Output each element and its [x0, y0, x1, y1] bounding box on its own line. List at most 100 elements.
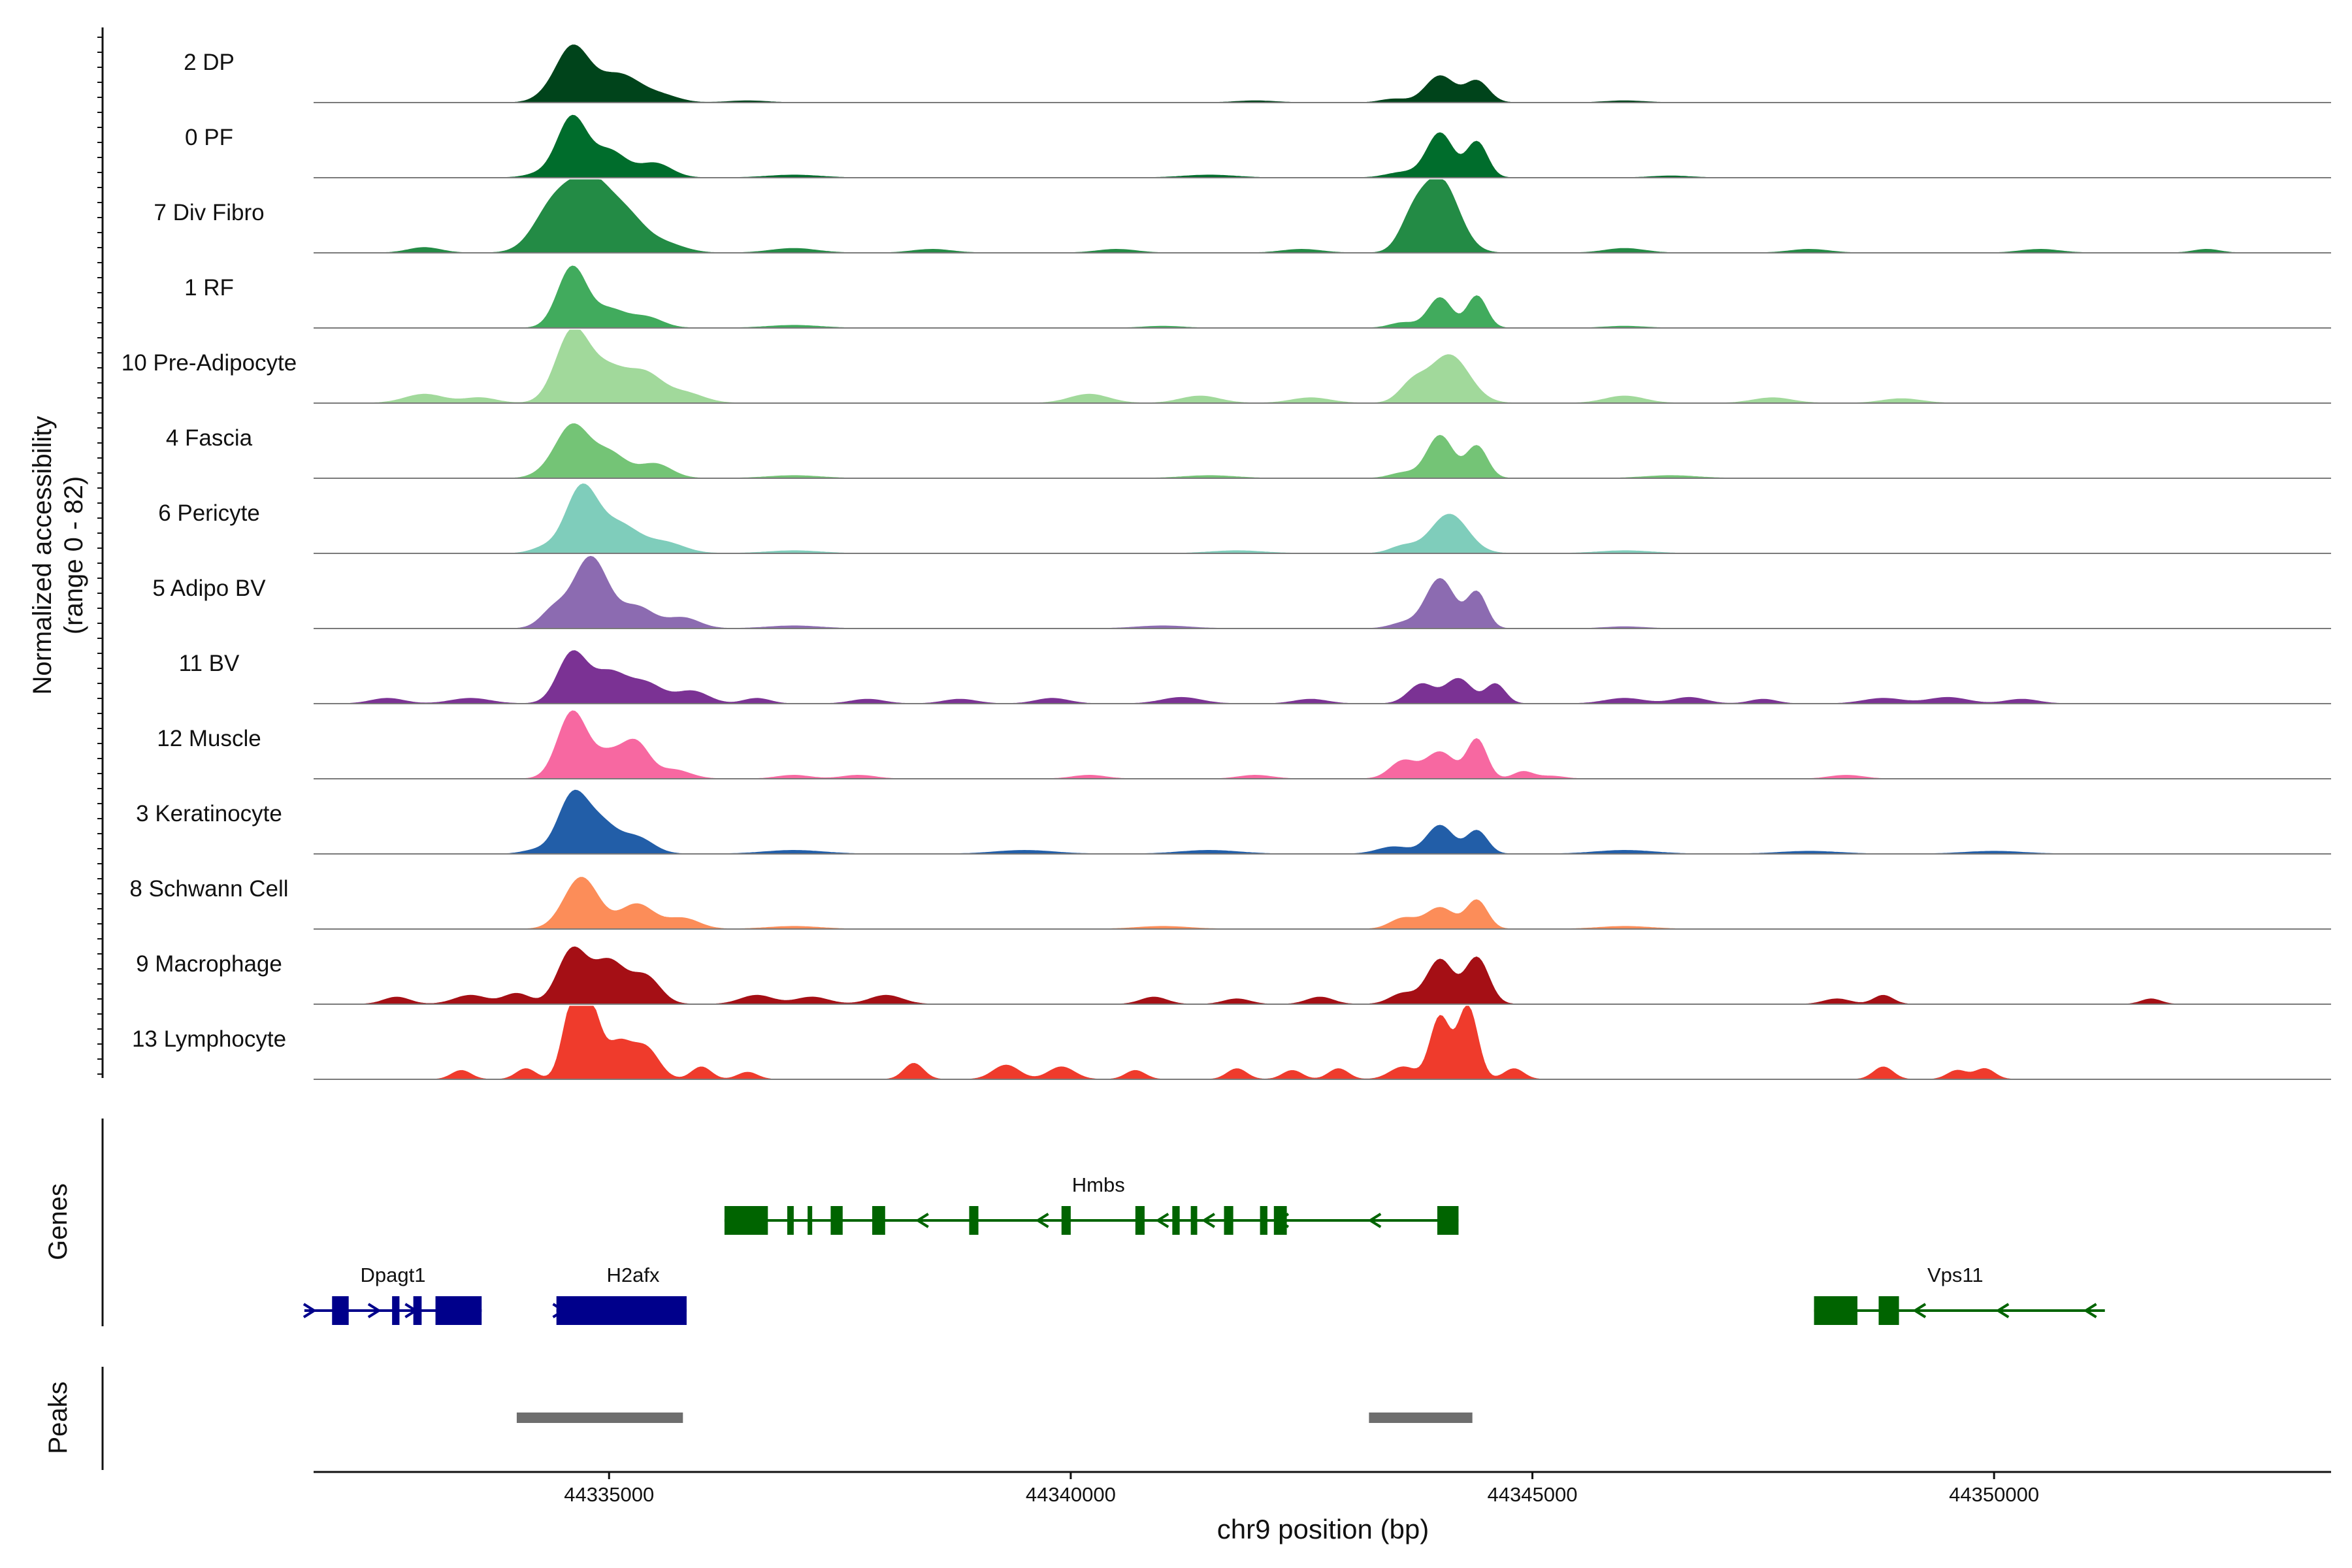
track-7: 6 Pericyte [158, 483, 2331, 554]
gene-exon [1061, 1206, 1071, 1235]
track-label: 9 Macrophage [136, 951, 282, 977]
track-2: 0 PF [185, 114, 2331, 178]
coverage-area [314, 483, 2331, 554]
strand-arrow [1201, 1213, 1215, 1228]
x-tick-label: 44345000 [1488, 1483, 1578, 1506]
track-12: 8 Schwann Cell [129, 876, 2331, 930]
gene-exon [808, 1206, 813, 1235]
strand-arrow [1275, 1213, 1289, 1228]
x-tick-label: 44340000 [1026, 1483, 1116, 1506]
track-1: 2 DP [184, 44, 2331, 103]
track-label: 0 PF [185, 125, 233, 150]
track-14: 13 Lymphocyte [132, 1005, 2331, 1080]
axes: 44335000 44340000 44345000 44350000 Normali… [28, 27, 2331, 1544]
peaks-track [516, 1413, 1473, 1423]
track-label: 3 Keratinocyte [136, 801, 282, 826]
gene-exon [830, 1206, 843, 1235]
coverage-area [314, 710, 2331, 779]
gene-exon [1878, 1296, 1899, 1325]
gene-label: Vps11 [1927, 1264, 1984, 1286]
coverage-area [314, 329, 2331, 404]
gene-label: Hmbs [1072, 1173, 1125, 1196]
track-5: 10 Pre-Adipocyte [122, 329, 2331, 404]
gene-exon [1224, 1206, 1233, 1235]
gene-label: H2afx [607, 1264, 660, 1286]
track-11: 3 Keratinocyte [136, 789, 2331, 855]
strand-arrow [1367, 1213, 1382, 1228]
coverage-area [314, 555, 2331, 629]
strand-arrow [404, 1303, 419, 1318]
coverage-area [314, 650, 2331, 704]
gene-exon [435, 1296, 482, 1325]
track-label: 4 Fascia [166, 425, 253, 451]
strand-arrow [1912, 1303, 1927, 1318]
peaks-axis-label: Peaks [44, 1381, 73, 1454]
gene-exon [1190, 1206, 1198, 1235]
y-axis-label-line1: Normalized accessibility [28, 416, 57, 695]
strand-arrow [1995, 1303, 2010, 1318]
coverage-area [314, 265, 2331, 329]
strand-arrow [552, 1303, 566, 1318]
accessibility-tracks: 2 DP 0 PF 7 Div Fibro 1 RF 10 Pre-Adipocyte 4… [122, 44, 2331, 1080]
track-13: 9 Macrophage [136, 946, 2331, 1005]
gene-exon [1135, 1206, 1145, 1235]
peak-region [516, 1413, 683, 1423]
gene-exon [1437, 1206, 1459, 1235]
y-axis-label-line2: (range 0 - 82) [59, 476, 88, 634]
peak-region [1369, 1413, 1473, 1423]
strand-arrow [1035, 1213, 1049, 1228]
track-9: 11 BV [179, 650, 2331, 704]
strand-arrow [367, 1303, 382, 1318]
gene-exon [556, 1296, 687, 1325]
x-axis-label: chr9 position (bp) [1217, 1514, 1429, 1544]
gene-exon [332, 1296, 349, 1325]
coverage-area [314, 1005, 2331, 1080]
track-4: 1 RF [184, 265, 2331, 329]
track-6: 4 Fascia [166, 423, 2331, 479]
track-label: 8 Schwann Cell [129, 876, 288, 902]
gene-hmbs: Hmbs [724, 1173, 1459, 1235]
coverage-area [314, 44, 2331, 103]
x-axis-ticks: 44335000 44340000 44345000 44350000 [564, 1472, 2039, 1506]
genes-axis-label: Genes [44, 1183, 73, 1260]
gene-dpagt1: Dpagt1 [302, 1264, 482, 1325]
track-3: 7 Div Fibro [154, 179, 2331, 253]
coverage-area [314, 789, 2331, 855]
gene-label: Dpagt1 [361, 1264, 426, 1286]
coverage-area [314, 114, 2331, 178]
strand-arrow [302, 1303, 317, 1318]
track-8: 5 Adipo BV [152, 555, 2331, 629]
gene-exon [969, 1206, 979, 1235]
strand-arrow [2083, 1303, 2097, 1318]
gene-exon [392, 1296, 400, 1325]
track-10: 12 Muscle [157, 710, 2331, 779]
track-label: 7 Div Fibro [154, 200, 264, 225]
gene-exon [1172, 1206, 1180, 1235]
coverage-area [314, 179, 2331, 253]
gene-exon [1260, 1206, 1267, 1235]
x-tick-label: 44350000 [1949, 1483, 2039, 1506]
y-axis-ticks [97, 37, 103, 1075]
gene-vps11: Vps11 [1814, 1264, 2105, 1325]
track-label: 13 Lymphocyte [132, 1026, 286, 1052]
track-label: 6 Pericyte [158, 500, 260, 526]
track-label: 11 BV [179, 651, 240, 676]
gene-h2afx: H2afx [552, 1264, 687, 1325]
track-label: 12 Muscle [157, 726, 261, 751]
track-label: 5 Adipo BV [152, 576, 266, 601]
gene-exon [787, 1206, 794, 1235]
strand-arrow [1155, 1213, 1169, 1228]
x-tick-label: 44335000 [564, 1483, 654, 1506]
track-label: 10 Pre-Adipocyte [122, 350, 297, 376]
gene-exon [724, 1206, 768, 1235]
coverage-area [314, 877, 2331, 930]
gene-exon [872, 1206, 885, 1235]
gene-annotation-track: Hmbs Dpagt1 H2afx Vps11 [302, 1173, 2105, 1325]
coverage-area [314, 423, 2331, 479]
coverage-area [314, 946, 2331, 1005]
track-label: 2 DP [184, 50, 235, 75]
strand-arrow [915, 1213, 929, 1228]
gene-exon [1814, 1296, 1857, 1325]
track-label: 1 RF [184, 275, 234, 301]
